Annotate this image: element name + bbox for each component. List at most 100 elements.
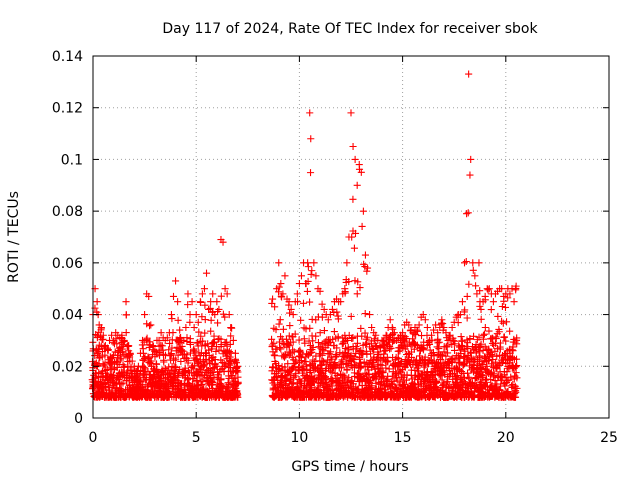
data-point [449,375,457,383]
data-point [475,348,483,356]
data-point [120,363,128,371]
data-point [386,316,394,324]
data-point [419,311,427,319]
y-axis-label: ROTI / TECUs [6,191,22,283]
y-tick-label: 0.08 [52,204,83,220]
data-point [217,376,225,384]
data-point [207,316,215,324]
data-point [479,371,487,379]
data-point [367,384,375,392]
data-point [227,323,235,332]
data-point [499,319,507,327]
data-point [190,345,198,353]
data-point [373,342,381,350]
data-point [342,344,350,353]
plot-frame [92,55,610,419]
data-point [286,309,294,317]
data-point [485,345,493,353]
data-point [495,386,503,394]
data-point [292,356,300,364]
y-tick-label: 0.04 [52,308,83,324]
data-point [476,352,484,360]
data-point [467,388,475,396]
data-point [186,318,194,326]
data-point [477,305,485,313]
data-point [190,323,198,332]
data-point [268,299,276,307]
data-point [145,292,153,301]
data-point [312,332,320,340]
data-point [183,351,191,359]
data-point [324,316,332,324]
data-point [310,259,318,267]
data-point [333,352,341,360]
data-point [183,334,191,342]
data-point [270,351,278,359]
data-point [510,298,518,306]
data-point [432,321,440,329]
data-point [306,368,314,376]
data-point [434,329,442,337]
data-point [330,341,338,349]
data-point [272,325,280,334]
data-point [442,343,450,351]
data-point [338,356,346,364]
data-point [95,354,103,362]
data-point [476,287,484,295]
data-point [281,363,289,371]
data-point [228,371,236,380]
data-point [420,377,429,385]
data-point [508,346,516,354]
data-point [351,155,359,163]
data-point [451,337,459,345]
data-point [483,378,491,386]
data-point [118,331,126,339]
data-point [414,386,422,394]
data-point [315,343,323,351]
data-point [366,311,374,319]
data-point [378,361,386,369]
data-point [466,349,474,357]
data-point [211,311,219,319]
data-point [316,329,324,337]
data-point [282,335,291,343]
data-point [479,361,487,369]
data-point [223,290,231,298]
data-point [167,350,175,358]
data-point [382,364,390,372]
data-point [233,362,242,370]
data-point [306,109,314,117]
data-point [448,323,456,332]
data-point [309,343,317,352]
data-point [349,195,357,203]
data-point [493,352,501,360]
data-point [177,380,185,388]
data-point [286,322,294,330]
data-point [413,326,421,334]
data-point [439,320,447,328]
data-point [322,360,330,368]
data-point [289,338,297,346]
data-point [469,266,477,274]
data-point [421,316,429,324]
data-point [487,305,495,314]
data-point [168,344,176,352]
data-point [213,298,221,306]
data-point [466,335,474,343]
data-point [209,290,217,298]
data-point [112,357,120,365]
data-point [430,326,438,334]
data-point [512,282,520,290]
data-point [269,363,277,371]
data-point [110,365,119,373]
data-point [307,135,315,143]
data-point [276,316,284,324]
data-point [467,155,475,163]
data-point [101,351,109,359]
data-point [180,386,188,394]
data-point [440,379,448,387]
data-point [120,336,128,344]
data-point [213,362,221,370]
data-point [320,305,328,313]
data-point [227,332,235,340]
